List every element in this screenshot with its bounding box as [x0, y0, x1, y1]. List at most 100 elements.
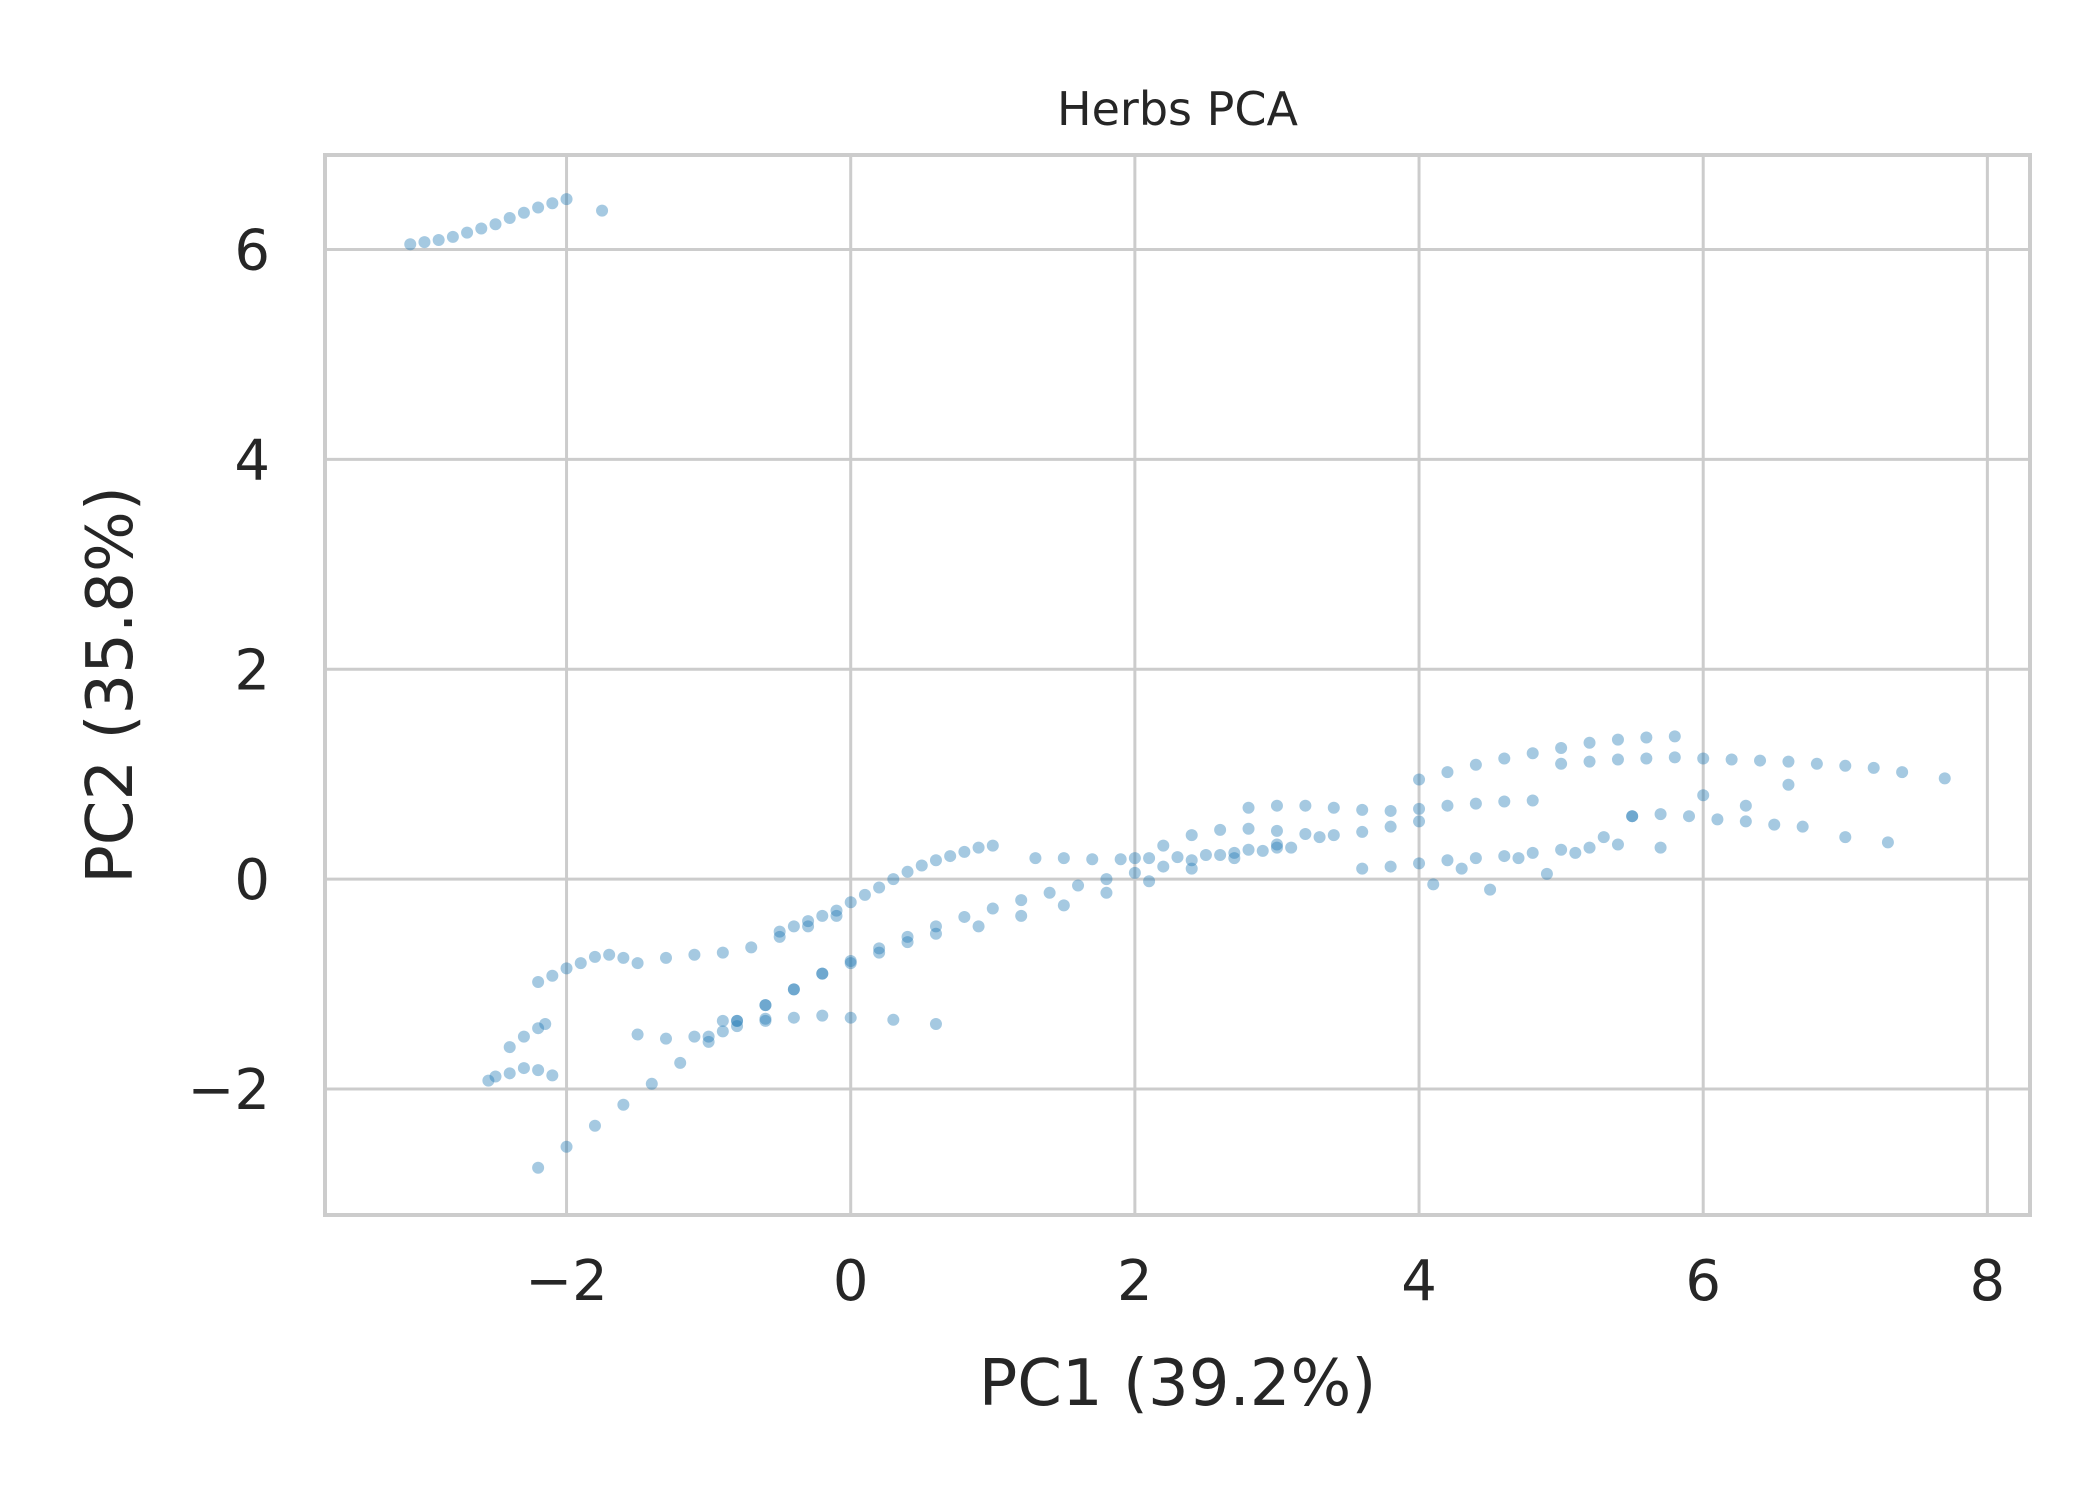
scatter-point [958, 845, 971, 858]
scatter-point [596, 204, 609, 217]
x-axis-label: PC1 (39.2%) [979, 1347, 1377, 1421]
scatter-point [1228, 846, 1241, 859]
scatter-point [1441, 766, 1454, 779]
scatter-point [560, 962, 573, 975]
scatter-point [1228, 852, 1241, 865]
scatter-point [1015, 894, 1028, 907]
scatter-point [716, 1025, 729, 1038]
scatter-point [546, 1069, 559, 1082]
scatter-point [1015, 909, 1028, 922]
scatter-point [1214, 823, 1227, 836]
scatter-point [1356, 825, 1369, 838]
scatter-point [1143, 875, 1156, 888]
scatter-point [1384, 860, 1397, 873]
scatter-point [475, 222, 488, 235]
scatter-point [489, 1070, 502, 1083]
scatter-point [1171, 851, 1184, 864]
x-tick-label: 4 [1401, 1249, 1437, 1314]
scatter-point [787, 920, 800, 933]
x-tick-label: 0 [833, 1249, 869, 1314]
scatter-point [1199, 849, 1212, 862]
x-axis-ticks: −2 0 2 4 6 8 [525, 1249, 2005, 1314]
scatter-point [716, 946, 729, 959]
scatter-point [1413, 857, 1426, 870]
scatter-point [1526, 794, 1539, 807]
scatter-point [844, 896, 857, 909]
scatter-point [816, 967, 829, 980]
scatter-point [503, 211, 516, 224]
scatter-point [1640, 731, 1653, 744]
scatter-point [503, 1041, 516, 1054]
scatter-point [532, 1022, 545, 1035]
scatter-point [830, 904, 843, 917]
scatter-point [844, 1011, 857, 1024]
scatter-point [432, 234, 445, 247]
scatter-point [1356, 862, 1369, 875]
grid-lines [325, 155, 2030, 1215]
scatter-point [482, 1074, 495, 1087]
scatter-point [1086, 853, 1099, 866]
scatter-point [731, 1014, 744, 1027]
scatter-point [1739, 799, 1752, 812]
scatter-point [816, 909, 829, 922]
scatter-point [787, 1011, 800, 1024]
scatter-point [773, 930, 786, 943]
scatter-point [887, 1013, 900, 1026]
scatter-point [1668, 730, 1681, 743]
scatter-point [603, 948, 616, 961]
scatter-point [986, 902, 999, 915]
scatter-point [972, 920, 985, 933]
scatter-point [560, 193, 573, 206]
x-tick-label: 6 [1685, 1249, 1721, 1314]
scatter-point [1498, 752, 1511, 765]
scatter-point [1739, 815, 1752, 828]
scatter-point [873, 942, 886, 955]
scatter-point [1270, 838, 1283, 851]
scatter-point [773, 925, 786, 938]
scatter-point [503, 1067, 516, 1080]
y-tick-label: 4 [234, 428, 270, 493]
scatter-point [944, 850, 957, 863]
y-axis-label: PC2 (35.8%) [74, 486, 148, 884]
scatter-point [1327, 829, 1340, 842]
scatter-point [1327, 801, 1340, 814]
scatter-point [461, 226, 474, 239]
scatter-point [1185, 854, 1198, 867]
scatter-point [1597, 831, 1610, 844]
scatter-point [929, 927, 942, 940]
scatter-point [1484, 883, 1497, 896]
scatter-point [759, 999, 772, 1012]
scatter-point [1683, 810, 1695, 823]
scatter-point [1611, 838, 1624, 851]
scatter-point [1626, 810, 1639, 823]
scatter-point [1796, 820, 1809, 833]
scatter-point [1057, 852, 1070, 865]
scatter-point [1526, 747, 1539, 760]
scatter-point [1413, 815, 1426, 828]
x-tick-label: 8 [1970, 1249, 2006, 1314]
scatter-point [1469, 797, 1482, 810]
scatter-point [1583, 841, 1596, 854]
scatter-point [674, 1056, 687, 1069]
scatter-point [1185, 862, 1198, 875]
scatter-point [688, 1030, 701, 1043]
scatter-point [1583, 736, 1596, 749]
scatter-point [731, 1020, 744, 1033]
y-tick-label: 0 [234, 848, 270, 913]
x-tick-label: −2 [525, 1249, 608, 1314]
scatter-point [418, 236, 431, 249]
scatter-point [1526, 846, 1539, 859]
scatter-point [1441, 799, 1454, 812]
scatter-point [517, 1062, 530, 1075]
scatter-point [887, 873, 900, 886]
scatter-point [1555, 741, 1568, 754]
scatter-point [1270, 824, 1283, 837]
scatter-point [1938, 772, 1951, 785]
scatter-point [1270, 799, 1283, 812]
scatter-point [759, 1012, 772, 1025]
scatter-point [660, 951, 672, 964]
scatter-point [830, 909, 843, 922]
scatter-point [1512, 852, 1525, 865]
scatter-point [539, 1017, 552, 1030]
scatter-point [1626, 810, 1639, 823]
